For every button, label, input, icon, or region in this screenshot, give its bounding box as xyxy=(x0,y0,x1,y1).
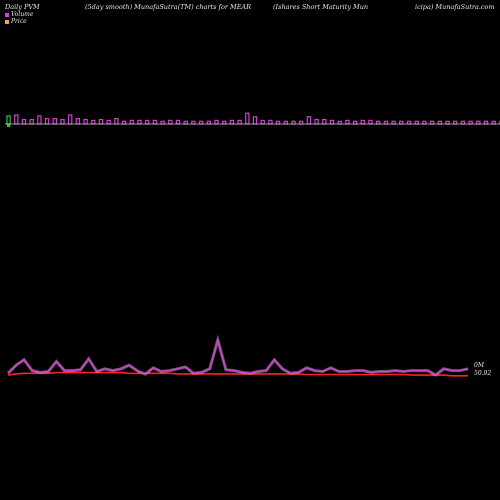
volume-bar xyxy=(44,117,50,125)
volume-bar xyxy=(98,118,104,125)
volume-bar xyxy=(168,119,173,125)
volume-bar xyxy=(183,120,188,125)
chart-title-part2: icipa) MunafaSutra.com xyxy=(415,3,495,11)
volume-bar xyxy=(29,118,34,125)
legend-price: Price xyxy=(5,18,27,25)
volume-bar xyxy=(275,120,281,125)
volume-bar xyxy=(329,119,335,125)
volume-bar xyxy=(206,120,211,125)
chart-type-label: Daily PVM xyxy=(5,3,40,11)
legend-volume-label: Volume xyxy=(11,11,34,18)
volume-bar xyxy=(376,120,381,125)
volume-bar xyxy=(391,120,396,125)
volume-bar xyxy=(75,117,81,125)
volume-bar xyxy=(37,115,42,125)
volume-bar xyxy=(214,119,219,125)
volume-bar xyxy=(245,112,250,125)
volume-bar xyxy=(445,120,450,125)
volume-bar xyxy=(91,119,96,125)
legend-price-label: Price xyxy=(11,18,27,25)
chart-title-part1: (Ishares Short Maturity Mun xyxy=(273,3,369,11)
volume-bar xyxy=(114,117,119,125)
volume-bar xyxy=(145,119,150,125)
volume-bar xyxy=(360,119,366,125)
volume-bar xyxy=(175,119,181,125)
volume-bar xyxy=(368,119,373,125)
volume-bar xyxy=(299,120,304,125)
volume-bar xyxy=(6,115,11,125)
volume-bar xyxy=(60,118,65,125)
price-line xyxy=(7,371,468,377)
volume-bar xyxy=(314,118,319,125)
price-value-label: 50.92 xyxy=(474,370,491,377)
volume-bar xyxy=(21,118,27,125)
pvm-line xyxy=(7,337,469,376)
volume-bar xyxy=(14,114,19,125)
volume-bar xyxy=(137,119,142,125)
volume-bar xyxy=(268,119,273,125)
volume-bar xyxy=(352,120,358,125)
volume-bar xyxy=(383,120,389,125)
legend-price-swatch xyxy=(5,19,9,24)
volume-bar-down xyxy=(7,124,11,127)
volume-bar xyxy=(222,120,227,125)
volume-bar xyxy=(52,117,58,125)
volume-bars xyxy=(6,112,500,127)
volume-bar xyxy=(476,120,481,125)
volume-value-label: 0M xyxy=(474,362,485,369)
volume-bar xyxy=(460,120,466,125)
volume-bar xyxy=(237,119,242,125)
volume-bar xyxy=(306,116,312,125)
volume-bar xyxy=(468,120,473,125)
volume-bar xyxy=(252,116,258,125)
chart-smooth-label: (5day smooth) MunafaSutra(TM) charts for… xyxy=(85,3,252,11)
volume-bar xyxy=(129,119,134,125)
volume-bar xyxy=(67,114,73,125)
volume-bar xyxy=(406,120,412,125)
volume-bar xyxy=(345,119,350,125)
volume-bar xyxy=(229,119,235,125)
volume-bar xyxy=(198,120,204,125)
volume-bar xyxy=(437,120,443,125)
volume-bar xyxy=(152,119,158,125)
volume-bar xyxy=(121,120,127,125)
volume-bar xyxy=(491,120,496,125)
volume-bar xyxy=(414,120,419,125)
volume-bar xyxy=(83,118,88,125)
volume-bar xyxy=(337,120,342,125)
volume-bar xyxy=(283,120,289,125)
volume-bar xyxy=(422,120,427,125)
legend-volume-swatch xyxy=(5,12,9,17)
volume-bar xyxy=(191,120,196,125)
volume-bar xyxy=(106,119,111,125)
volume-bar xyxy=(160,120,165,125)
legend-volume: Volume xyxy=(5,11,33,18)
volume-bar xyxy=(429,120,435,125)
volume-bar xyxy=(260,119,265,125)
volume-bar xyxy=(322,118,327,125)
volume-bar xyxy=(483,120,489,125)
volume-bar xyxy=(291,120,296,125)
volume-bar xyxy=(399,120,404,125)
volume-bar xyxy=(453,120,458,125)
